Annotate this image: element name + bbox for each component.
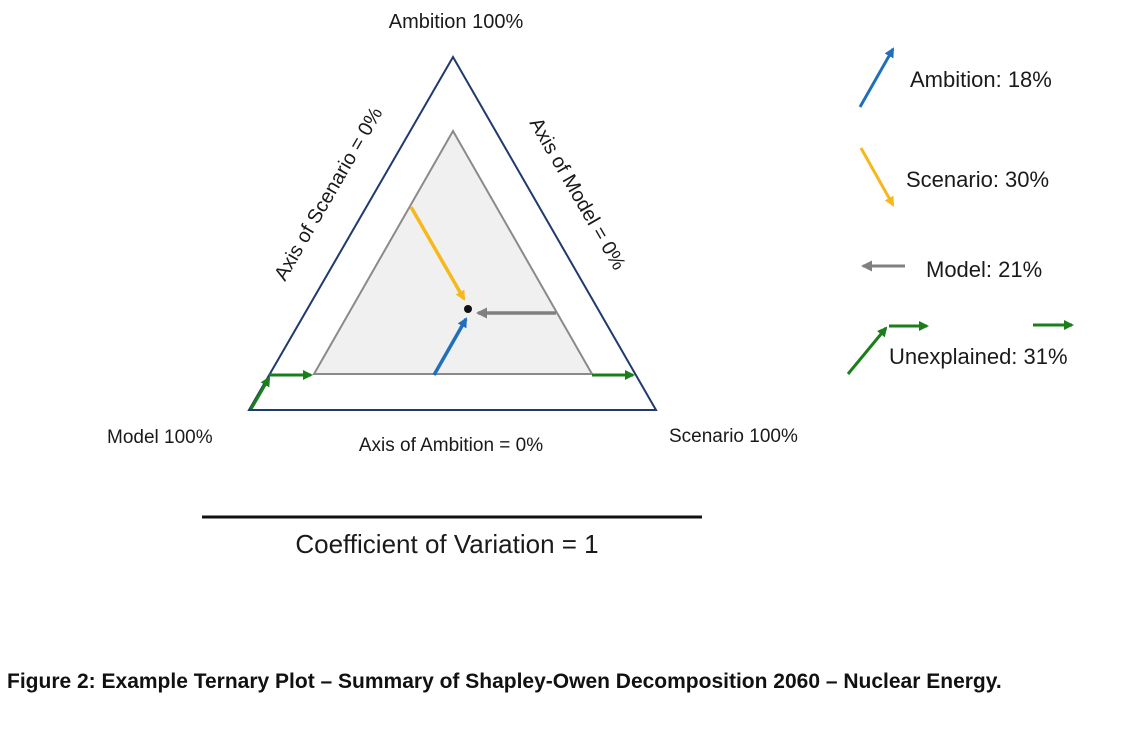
corner-label-right: Scenario 100% [669, 426, 798, 447]
legend-label-model: Model: 21% [926, 257, 1042, 282]
axis-label-scenario: Axis of Scenario = 0% [270, 103, 387, 284]
corner-label-left: Model 100% [107, 427, 213, 448]
outer-triangle [247, 54, 658, 411]
unexplained-arrow-left-diag [249, 376, 271, 410]
legend-label-unexplained: Unexplained: 31% [889, 344, 1068, 369]
axis-label-ambition: Axis of Ambition = 0% [359, 435, 543, 456]
subtitle: Coefficient of Variation = 1 [295, 529, 598, 559]
corner-label-top: Ambition 100% [389, 11, 524, 33]
legend-label-scenario: Scenario: 30% [906, 167, 1049, 192]
figure-caption: Figure 2: Example Ternary Plot – Summary… [7, 670, 1002, 693]
legend-ambition-arrow-icon [858, 47, 895, 108]
scenario-arrow [409, 206, 466, 301]
legend: Ambition: 18% Scenario: 30% Model: 21% U… [846, 47, 1074, 375]
legend-label-ambition: Ambition: 18% [910, 67, 1052, 92]
axis-label-model: Axis of Model = 0% [525, 114, 630, 274]
legend-scenario-arrow-icon [859, 147, 895, 207]
result-point [464, 305, 472, 313]
legend-unexplained-diag-arrow-icon [846, 326, 888, 375]
ambition-arrow [432, 317, 468, 376]
